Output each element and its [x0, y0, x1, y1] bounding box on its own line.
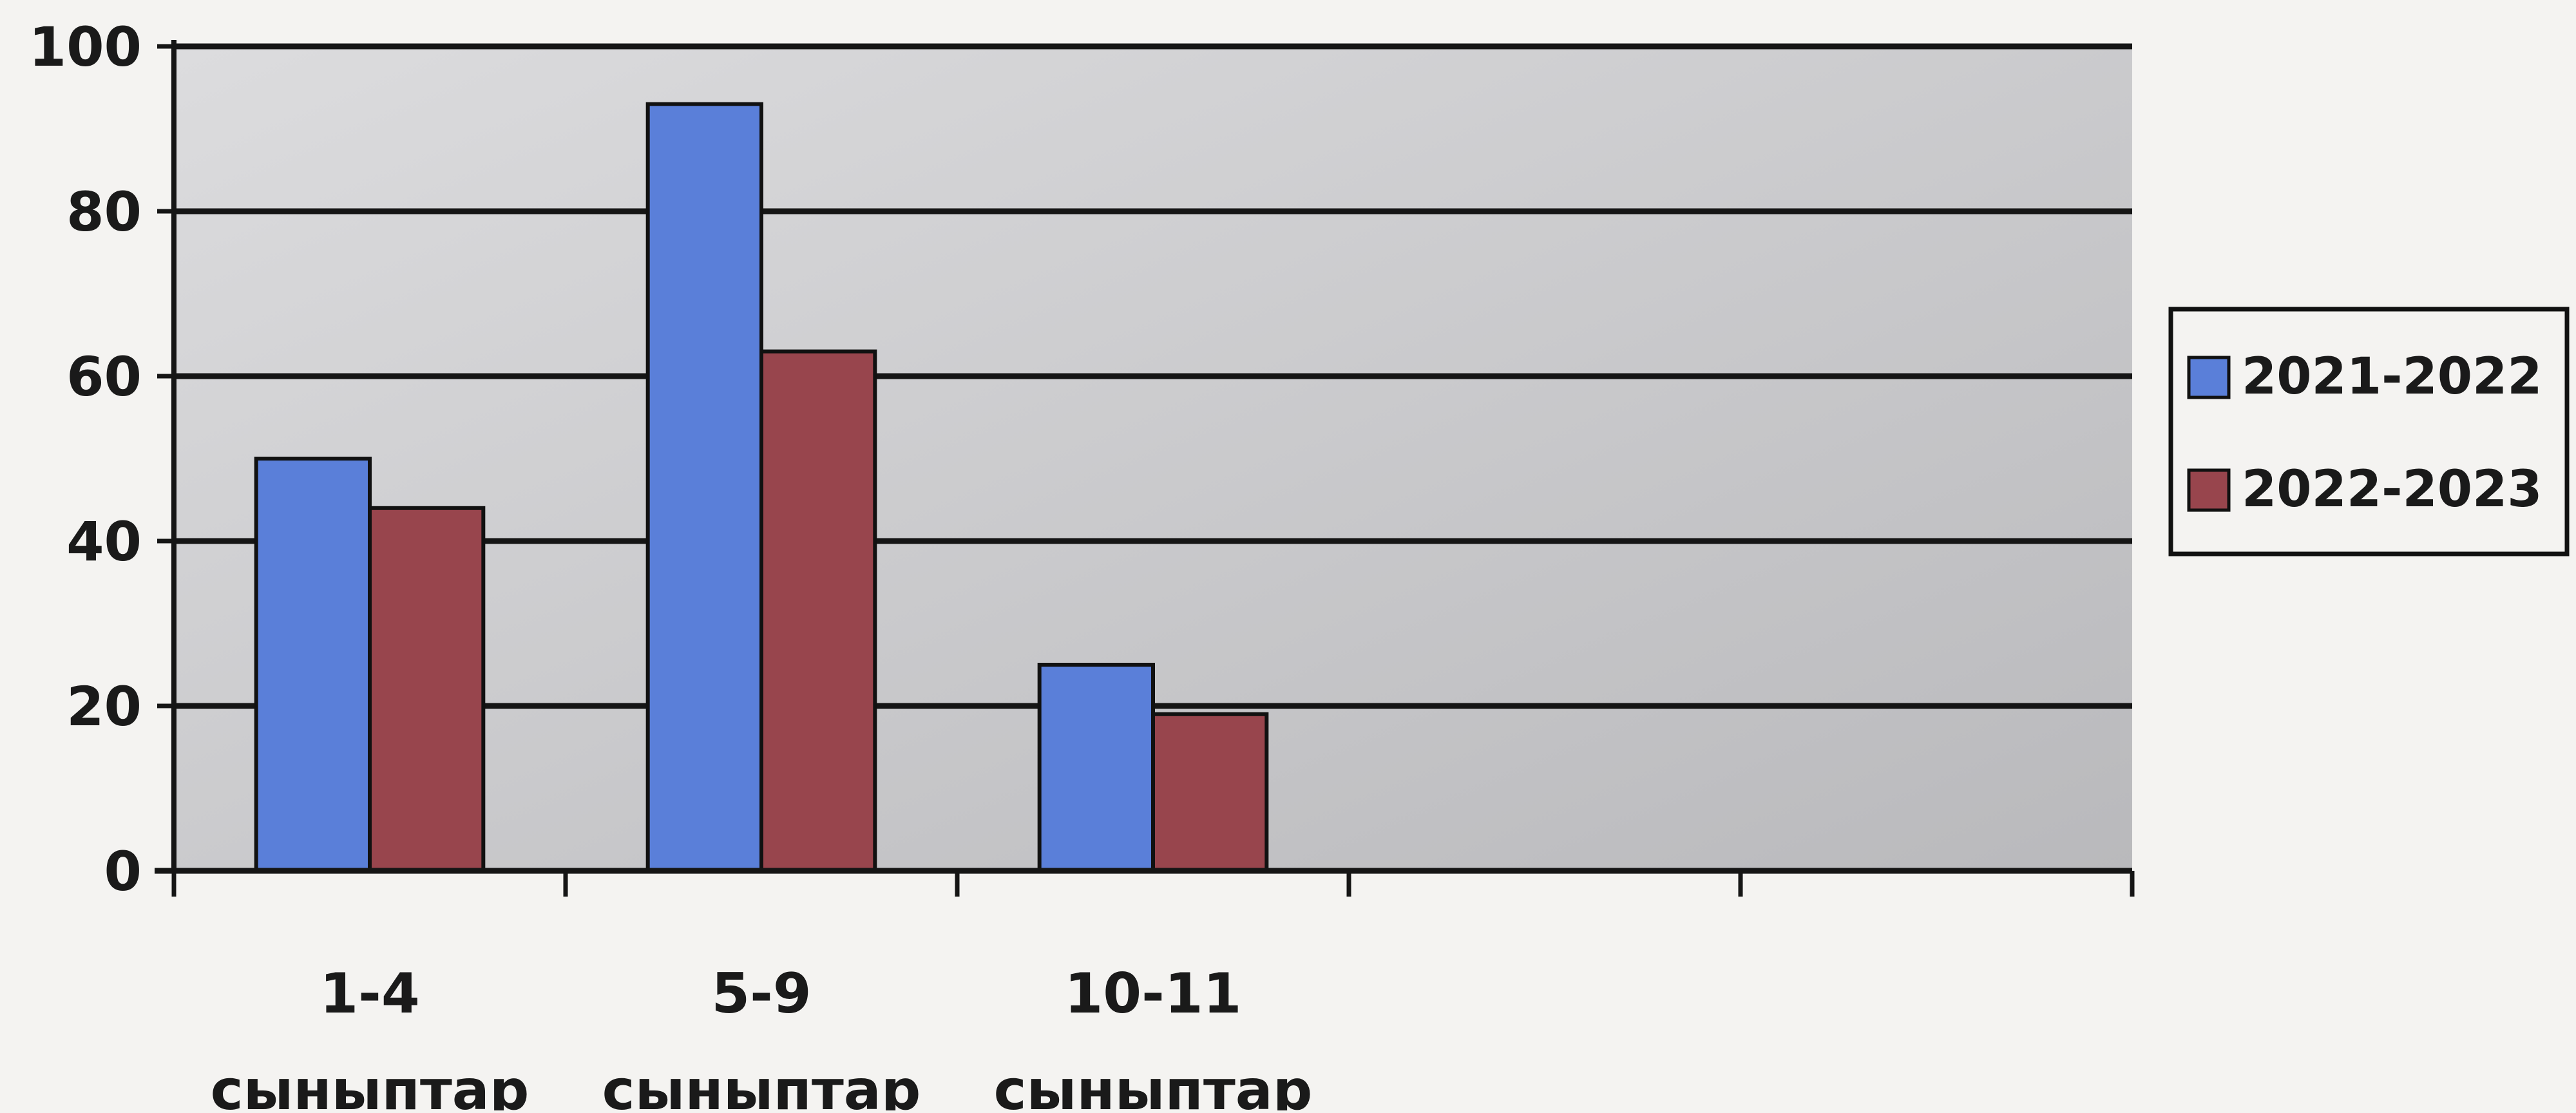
legend: 2021-2022 2022-2023: [2168, 307, 2570, 556]
x-tick-label: сыныптар: [602, 1058, 921, 1110]
y-tick-label: 0: [104, 840, 142, 903]
x-tick-labels: 1-4 сыныптар 5-9 сыныптар 10-11 сыныптар: [211, 962, 1313, 1113]
bar-series-2: [1151, 712, 1269, 873]
bar-series-1: [1037, 663, 1156, 873]
legend-box: [2168, 307, 2570, 556]
y-tick-label: 20: [66, 675, 142, 738]
y-tick-label: 100: [29, 15, 142, 79]
x-tick-label: 5-9: [711, 962, 811, 1026]
legend-label: 2022-2023: [2242, 461, 2543, 518]
bar-series-2: [759, 349, 877, 873]
x-tick-label: сыныптар: [211, 1058, 530, 1110]
y-tick-label: 40: [66, 510, 142, 573]
bar-series-2: [368, 506, 486, 873]
bar-series-1: [254, 457, 372, 873]
legend-swatch: [2187, 356, 2231, 399]
legend-swatch: [2187, 468, 2231, 512]
axes: [155, 40, 2135, 897]
x-tick-label: 1-4: [320, 962, 419, 1026]
gridlines: [174, 43, 2132, 709]
bar-series-1: [645, 102, 763, 873]
y-tick-label: 60: [66, 345, 142, 408]
legend-label: 2021-2022: [2242, 348, 2543, 406]
x-tick-label: сыныптар: [994, 1058, 1313, 1110]
y-tick-label: 80: [66, 180, 142, 243]
y-tick-labels: 0 20 40 60 80 100: [29, 15, 142, 903]
bars: [254, 102, 1269, 873]
x-tick-label: 10-11: [1064, 962, 1241, 1026]
